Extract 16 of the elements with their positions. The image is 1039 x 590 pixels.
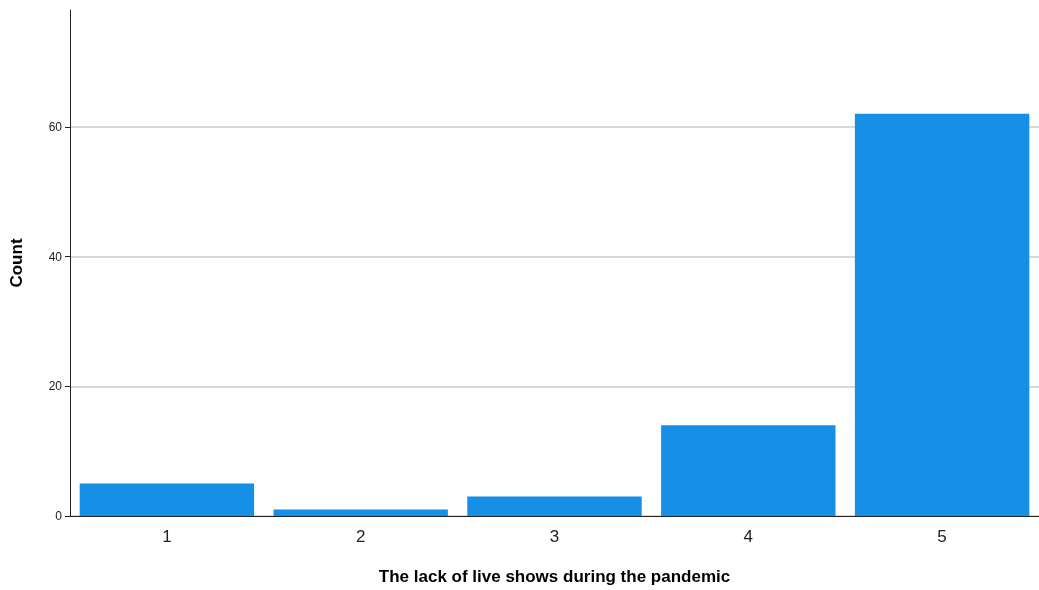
y-tick-label: 60 (48, 119, 63, 134)
x-tick-label: 2 (355, 527, 366, 546)
y-tick-label: 40 (48, 249, 63, 264)
x-tick-label: 5 (937, 527, 947, 546)
x-axis-title: The lack of live shows during the pandemic (378, 567, 731, 586)
x-tick-label: 3 (549, 527, 560, 546)
x-tick-label: 4 (743, 527, 754, 546)
y-tick-label: 0 (55, 509, 63, 523)
y-axis-title: Count (7, 238, 26, 288)
bar (854, 113, 1030, 516)
bar (273, 509, 448, 516)
bar (661, 425, 836, 516)
bar (467, 496, 642, 516)
y-tick-label: 20 (48, 379, 63, 394)
x-tick-label: 1 (162, 527, 172, 546)
bar (79, 483, 255, 516)
